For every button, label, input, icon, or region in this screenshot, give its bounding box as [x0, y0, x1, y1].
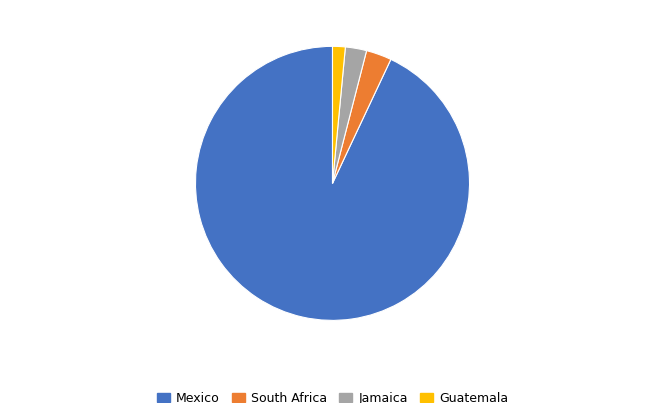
Wedge shape — [332, 47, 366, 183]
Legend: Mexico, South Africa, Jamaica, Guatemala: Mexico, South Africa, Jamaica, Guatemala — [152, 387, 513, 403]
Wedge shape — [332, 46, 345, 183]
Wedge shape — [332, 51, 391, 183]
Wedge shape — [196, 46, 469, 320]
